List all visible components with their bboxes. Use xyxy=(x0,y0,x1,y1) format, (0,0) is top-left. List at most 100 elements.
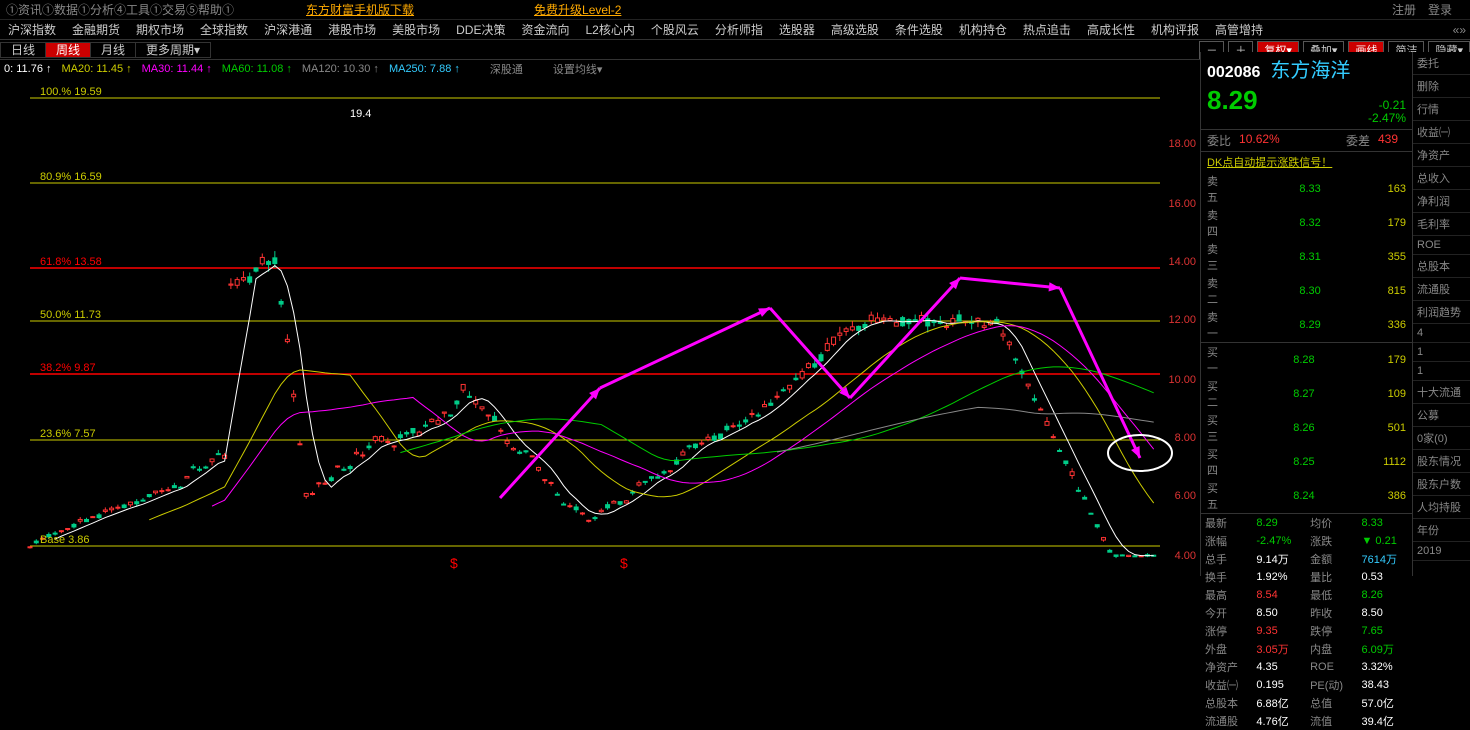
quote-row: 买二8.27109 xyxy=(1201,377,1412,411)
quote-panel: 002086 东方海洋 8.29 -0.21-2.47% 委比10.62% 委差… xyxy=(1200,52,1412,576)
ma120-label: MA120: 10.30 ↑ xyxy=(302,63,379,75)
side-menu-item[interactable]: 1 xyxy=(1413,343,1470,362)
fib-label: 50.0% 11.73 xyxy=(40,309,101,321)
weibi: 10.62% xyxy=(1239,132,1280,149)
side-menu-item[interactable]: 利润趋势 xyxy=(1413,301,1470,324)
side-menu-item[interactable]: 股东户数 xyxy=(1413,473,1470,496)
y-tick: 16.00 xyxy=(1168,198,1196,210)
ma5-label: 0: 11.76 ↑ xyxy=(4,63,52,75)
market-tab[interactable]: 全球指数 xyxy=(192,20,256,40)
side-menu-item[interactable]: 委托 xyxy=(1413,52,1470,75)
menu-items[interactable]: ①资讯①数据①分析④工具①交易⑤帮助① xyxy=(6,1,234,18)
peak-label: 19.4 xyxy=(350,108,371,120)
period-tab[interactable]: 更多周期▾ xyxy=(135,42,211,58)
side-menu-item[interactable]: 股东情况 xyxy=(1413,450,1470,473)
market-tab[interactable]: 沪深港通 xyxy=(256,20,320,40)
y-tick: 4.00 xyxy=(1175,550,1196,562)
stock-code: 002086 xyxy=(1207,64,1260,82)
register-link[interactable]: 注册 xyxy=(1392,1,1416,18)
ma60-label: MA60: 11.08 ↑ xyxy=(222,63,292,75)
fib-label: 38.2% 9.87 xyxy=(40,362,96,374)
menu-bar: ①资讯①数据①分析④工具①交易⑤帮助① 东方财富手机版下载 免费升级Level-… xyxy=(0,0,1470,20)
upgrade-link[interactable]: 免费升级Level-2 xyxy=(534,1,621,18)
period-tab[interactable]: 月线 xyxy=(90,42,136,58)
market-tab[interactable]: 港股市场 xyxy=(320,20,384,40)
ma250-label: MA250: 7.88 ↑ xyxy=(389,63,460,75)
side-menu-item[interactable]: 2019 xyxy=(1413,542,1470,561)
stat-row: 最高8.54最低8.26 xyxy=(1201,586,1412,604)
stat-row: 流通股4.76亿流值39.4亿 xyxy=(1201,712,1412,730)
market-tab[interactable]: 高成长性 xyxy=(1079,20,1143,40)
bid-table: 买一8.28179买二8.27109买三8.26501买四8.251112买五8… xyxy=(1201,342,1412,513)
market-tab[interactable]: 热点追击 xyxy=(1015,20,1079,40)
fib-label: 23.6% 7.57 xyxy=(40,428,96,440)
market-tab[interactable]: 金融期货 xyxy=(64,20,128,40)
market-tab[interactable]: 机构评报 xyxy=(1143,20,1207,40)
market-tab[interactable]: 高级选股 xyxy=(823,20,887,40)
fib-label: 80.9% 16.59 xyxy=(40,171,102,183)
stat-row: 涨幅-2.47%涨跌▼ 0.21 xyxy=(1201,532,1412,550)
stat-row: 净资产4.35ROE3.32% xyxy=(1201,658,1412,676)
ma20-label: MA20: 11.45 ↑ xyxy=(62,63,132,75)
market-tab[interactable]: 机构持仓 xyxy=(951,20,1015,40)
y-tick: 12.00 xyxy=(1168,314,1196,326)
side-menu-item[interactable]: 流通股 xyxy=(1413,278,1470,301)
y-tick: 8.00 xyxy=(1175,432,1196,444)
y-axis: 18.0016.0014.0012.0010.008.006.004.00 xyxy=(1160,78,1200,576)
quote-row: 买五8.24386 xyxy=(1201,479,1412,513)
side-menu-item[interactable]: 净资产 xyxy=(1413,144,1470,167)
price-change: -0.21-2.47% xyxy=(1368,99,1406,125)
market-tabs: 沪深指数金融期货期权市场全球指数沪深港通港股市场美股市场DDE决策资金流向L2核… xyxy=(0,20,1470,40)
stat-row: 收益㈠0.195PE(动)38.43 xyxy=(1201,676,1412,694)
download-link[interactable]: 东方财富手机版下载 xyxy=(306,1,414,18)
market-tab[interactable]: 高管增持 xyxy=(1207,20,1271,40)
quote-row: 卖五8.33163 xyxy=(1201,172,1412,206)
quote-row: 买一8.28179 xyxy=(1201,343,1412,378)
side-menu-item[interactable]: 收益㈠ xyxy=(1413,121,1470,144)
side-menu-item[interactable]: 4 xyxy=(1413,324,1470,343)
login-link[interactable]: 登录 xyxy=(1428,1,1452,18)
stat-row: 最新8.29均价8.33 xyxy=(1201,514,1412,533)
market-tab[interactable]: L2核心内 xyxy=(577,20,642,40)
side-menu-item[interactable]: 总股本 xyxy=(1413,255,1470,278)
dk-signal-link[interactable]: DK点自动提示涨跌信号！ xyxy=(1201,152,1412,172)
side-menu-item[interactable]: 净利润 xyxy=(1413,190,1470,213)
period-tab[interactable]: 日线 xyxy=(0,42,46,58)
market-tab[interactable]: 个股风云 xyxy=(643,20,707,40)
side-menu-item[interactable]: 人均持股 xyxy=(1413,496,1470,519)
ask-table: 卖五8.33163卖四8.32179卖三8.31355卖二8.30815卖一8.… xyxy=(1201,172,1412,342)
stat-row: 总股本6.88亿总值57.0亿 xyxy=(1201,694,1412,712)
stat-row: 换手1.92%量比0.53 xyxy=(1201,568,1412,586)
market-tab[interactable]: 分析师指 xyxy=(707,20,771,40)
side-menu-item[interactable]: ROE xyxy=(1413,236,1470,255)
ma-setting[interactable]: 设置均线▾ xyxy=(553,61,603,77)
side-menu-item[interactable]: 公募 xyxy=(1413,404,1470,427)
market-tab[interactable]: 选股器 xyxy=(771,20,823,40)
fib-label: 61.8% 13.58 xyxy=(40,256,102,268)
market-tab[interactable]: 沪深指数 xyxy=(0,20,64,40)
market-tab[interactable]: 条件选股 xyxy=(887,20,951,40)
side-menu-item[interactable]: 行情 xyxy=(1413,98,1470,121)
market-tab[interactable]: 美股市场 xyxy=(384,20,448,40)
side-menu-item[interactable]: 1 xyxy=(1413,362,1470,381)
market-tab[interactable]: 期权市场 xyxy=(128,20,192,40)
market-tab[interactable]: 资金流向 xyxy=(513,20,577,40)
side-menu-item[interactable]: 删除 xyxy=(1413,75,1470,98)
stats-table: 最新8.29均价8.33涨幅-2.47%涨跌▼ 0.21总手9.14万金额761… xyxy=(1201,513,1412,730)
fib-label: Base 3.86 xyxy=(40,534,90,546)
market-tab[interactable]: DDE决策 xyxy=(448,20,513,40)
y-tick: 6.00 xyxy=(1175,490,1196,502)
side-menu-item[interactable]: 十大流通 xyxy=(1413,381,1470,404)
side-menu-item[interactable]: 年份 xyxy=(1413,519,1470,542)
more-icon[interactable]: «» xyxy=(1449,23,1470,37)
period-tab[interactable]: 周线 xyxy=(45,42,91,58)
quote-row: 卖一8.29336 xyxy=(1201,308,1412,342)
side-menu-item[interactable]: 0家(0) xyxy=(1413,427,1470,450)
ma30-label: MA30: 11.44 ↑ xyxy=(142,63,212,75)
chart-area[interactable]: $$ 18.0016.0014.0012.0010.008.006.004.00… xyxy=(0,78,1200,576)
side-menu-item[interactable]: 毛利率 xyxy=(1413,213,1470,236)
ma-setting[interactable]: 深股通 xyxy=(490,61,523,77)
stat-row: 今开8.50昨收8.50 xyxy=(1201,604,1412,622)
stock-name[interactable]: 东方海洋 xyxy=(1270,54,1350,83)
side-menu-item[interactable]: 总收入 xyxy=(1413,167,1470,190)
